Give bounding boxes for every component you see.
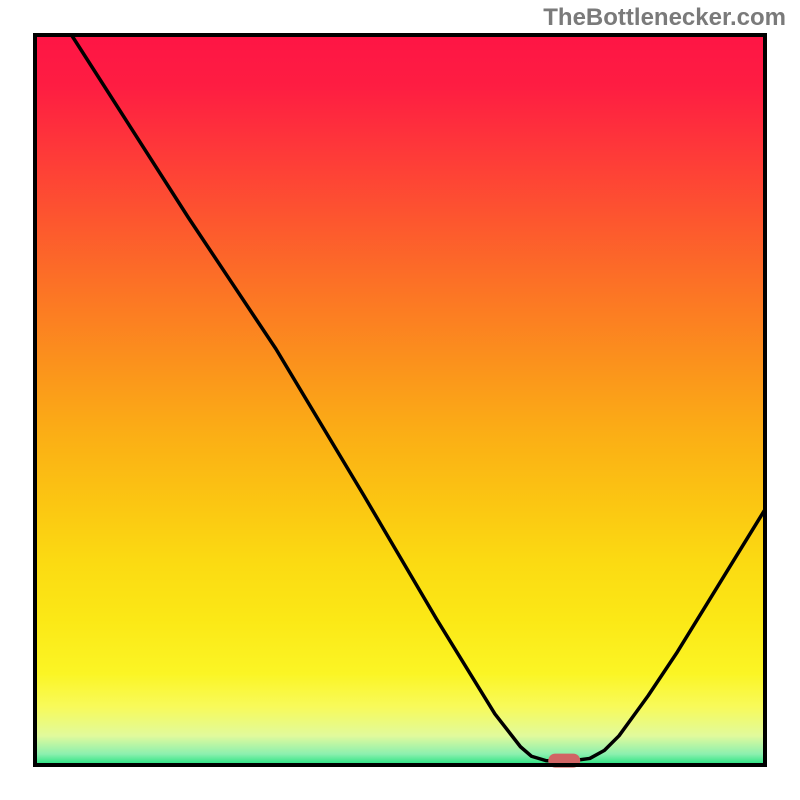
watermark-text: TheBottlenecker.com [543,4,786,32]
bottleneck-chart [0,0,800,800]
plot-background [35,35,765,765]
